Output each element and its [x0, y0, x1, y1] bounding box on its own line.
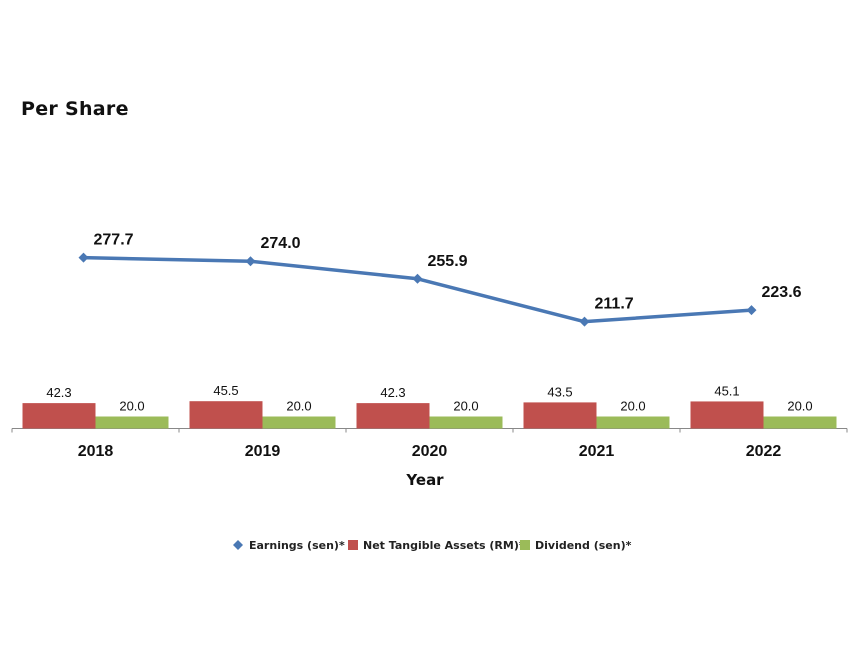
dividend-bar [262, 416, 336, 429]
earnings-line [83, 255, 752, 324]
x-tick-label: 2021 [579, 443, 615, 460]
nta-bar-label: 42.3 [46, 385, 71, 400]
earnings-data-label: 277.7 [94, 232, 134, 249]
earnings-marker [245, 256, 256, 267]
earnings-marker [78, 252, 89, 263]
legend: Earnings (sen)* Net Tangible Assets (RM)*… [233, 539, 632, 552]
earnings-data-label: 223.6 [762, 284, 802, 301]
legend-label: Earnings (sen)* [249, 539, 345, 552]
dividend-bar-label: 20.0 [453, 399, 478, 414]
legend-swatch [520, 540, 530, 550]
dividend-bar-label: 20.0 [119, 399, 144, 414]
x-axis-ticks [11, 428, 848, 433]
earnings-marker [746, 305, 757, 316]
nta-bar-label: 42.3 [380, 385, 405, 400]
x-tick-label: 2018 [78, 443, 114, 460]
earnings-data-label: 211.7 [595, 296, 634, 313]
nta-bar [189, 401, 263, 429]
nta-bar [22, 403, 96, 429]
dividend-bar-label: 20.0 [286, 399, 311, 414]
dividend-bar [763, 416, 837, 429]
tick-labels-layer: 2018 2019 2020 2021 2022 [78, 443, 782, 460]
earnings-marker [412, 273, 423, 284]
nta-bar-label: 45.1 [714, 383, 739, 398]
earnings-marker [579, 316, 590, 327]
nta-bar [356, 403, 430, 429]
legend-marker-earnings [233, 540, 243, 550]
dividend-bar [429, 416, 503, 429]
bars-layer: 42.3 20.0 45.5 20.0 42.3 20.0 43.5 20.0 45.1 20.0 [22, 383, 837, 429]
dividend-bar [95, 416, 169, 429]
dividend-bar-label: 20.0 [620, 399, 645, 414]
legend-label: Dividend (sen)* [535, 539, 632, 552]
nta-bar [523, 402, 597, 429]
dividend-bar [596, 416, 670, 429]
legend-label: Net Tangible Assets (RM)* [363, 539, 525, 552]
x-tick-label: 2022 [746, 443, 782, 460]
chart-title: Per Share [21, 98, 129, 120]
earnings-data-label: 274.0 [261, 235, 301, 252]
x-tick-label: 2019 [245, 443, 281, 460]
dividend-bar-label: 20.0 [787, 399, 812, 414]
nta-bar [690, 401, 764, 429]
nta-bar-label: 45.5 [213, 383, 238, 398]
nta-bar-label: 43.5 [547, 384, 572, 399]
x-tick-label: 2020 [412, 443, 448, 460]
x-axis-title: Year [405, 471, 444, 489]
legend-swatch [348, 540, 358, 550]
earnings-data-label: 255.9 [428, 253, 468, 270]
earnings-line-layer: 277.7 274.0 255.9 211.7 223.6 [78, 232, 802, 327]
